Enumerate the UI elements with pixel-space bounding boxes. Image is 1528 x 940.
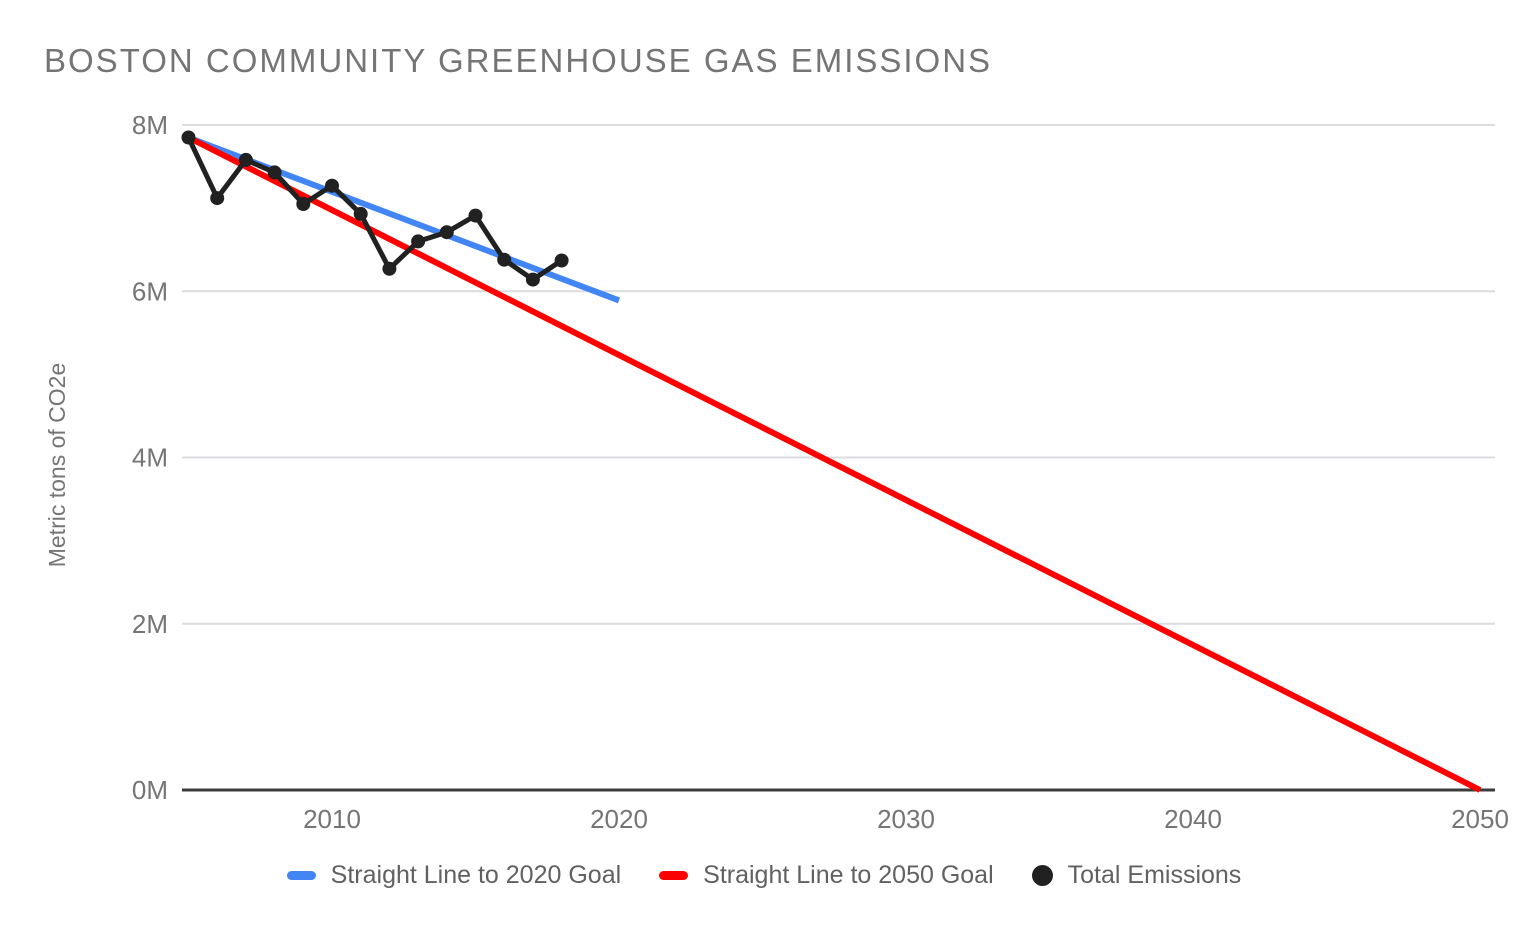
data-point-2009[interactable]	[296, 197, 311, 211]
legend-item-total-emissions[interactable]: Total Emissions	[1031, 861, 1242, 890]
legend-item-label: Straight Line to 2050 Goal	[703, 861, 994, 889]
legend: Straight Line to 2020 Goal Straight Line …	[0, 861, 1528, 890]
x-tick-label-2020: 2020	[590, 804, 648, 834]
data-point-2016[interactable]	[497, 252, 512, 267]
data-point-2005[interactable]	[181, 130, 196, 145]
series-line-straight-line-to-2050-goal	[187, 134, 1482, 793]
y-tick-label-2M: 2M	[132, 609, 168, 639]
legend-item-straight-line-to-2020-goal[interactable]: Straight Line to 2020 Goal	[286, 861, 622, 890]
data-point-2014[interactable]	[439, 225, 454, 240]
y-tick-label-6M: 6M	[132, 276, 168, 306]
x-tick-label-2040: 2040	[1164, 804, 1222, 834]
data-point-2012[interactable]	[382, 261, 397, 276]
y-tick-label-8M: 8M	[132, 110, 168, 140]
legend-item-label: Straight Line to 2020 Goal	[330, 861, 622, 889]
legend-marker-circle-total-emissions	[1031, 865, 1053, 886]
legend-marker-dash-straight-line-to-2020-goal	[286, 871, 316, 880]
chart-title: BOSTON COMMUNITY GREENHOUSE GAS EMISSION…	[44, 42, 993, 79]
y-tick-label-0M: 0M	[132, 775, 168, 805]
x-tick-label-2010: 2010	[303, 804, 361, 834]
data-point-2008[interactable]	[267, 165, 282, 180]
data-point-2013[interactable]	[411, 234, 426, 249]
x-tick-label-2050: 2050	[1451, 804, 1509, 834]
y-tick-label-4M: 4M	[132, 443, 168, 473]
data-point-2010[interactable]	[325, 178, 339, 193]
data-point-2007[interactable]	[238, 152, 253, 167]
legend-item-label: Total Emissions	[1067, 861, 1242, 889]
data-point-2015[interactable]	[468, 208, 483, 223]
data-point-2018[interactable]	[554, 253, 569, 268]
data-point-2017[interactable]	[525, 272, 540, 287]
x-tick-label-2030: 2030	[877, 804, 935, 834]
data-point-2011[interactable]	[353, 206, 368, 221]
legend-item-straight-line-to-2050-goal[interactable]: Straight Line to 2050 Goal	[659, 861, 994, 890]
data-point-2006[interactable]	[210, 191, 225, 206]
legend-marker-dash-straight-line-to-2050-goal	[659, 871, 689, 880]
